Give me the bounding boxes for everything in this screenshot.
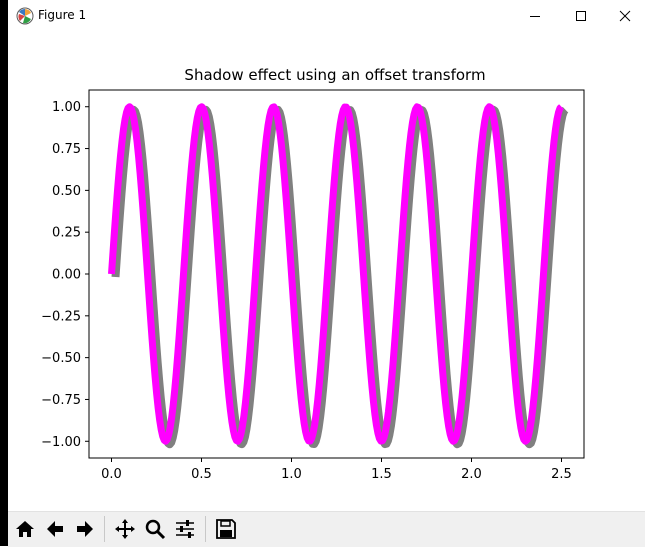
sine-line bbox=[108, 103, 564, 445]
arrow-left-icon bbox=[47, 521, 63, 537]
x-tick-label: 1.5 bbox=[371, 467, 392, 482]
magnifier-icon bbox=[145, 519, 166, 540]
pan-button[interactable] bbox=[112, 516, 138, 542]
arrow-right-icon bbox=[77, 521, 93, 537]
window-title: Figure 1 bbox=[38, 8, 87, 22]
y-tick-label: 0.00 bbox=[52, 268, 81, 283]
title-bar[interactable]: Figure 1 bbox=[8, 0, 645, 31]
y-tick-label: −1.00 bbox=[41, 435, 81, 450]
minimize-icon bbox=[530, 15, 540, 17]
home-button[interactable] bbox=[12, 516, 38, 542]
y-tick-label: −0.75 bbox=[41, 393, 81, 408]
floppy-disk-icon bbox=[216, 519, 236, 539]
sliders-icon bbox=[176, 520, 194, 538]
move-icon bbox=[115, 519, 135, 539]
forward-button[interactable] bbox=[72, 516, 98, 542]
maximize-button[interactable] bbox=[558, 0, 604, 31]
y-tick-label: −0.25 bbox=[41, 309, 81, 324]
y-tick-label: 1.00 bbox=[52, 100, 81, 115]
x-axis: 0.0 0.5 1.0 1.5 2.0 2.5 bbox=[101, 458, 572, 482]
zoom-button[interactable] bbox=[142, 516, 168, 542]
home-icon bbox=[16, 521, 34, 537]
save-button[interactable] bbox=[213, 516, 239, 542]
y-tick-label: 0.25 bbox=[52, 226, 81, 241]
configure-subplots-button[interactable] bbox=[172, 516, 198, 542]
navigation-toolbar bbox=[8, 511, 645, 547]
matplotlib-logo-icon bbox=[16, 7, 34, 25]
x-tick-label: 0.5 bbox=[191, 467, 212, 482]
x-tick-label: 1.0 bbox=[281, 467, 302, 482]
minimize-button[interactable] bbox=[512, 0, 558, 31]
y-tick-label: 0.75 bbox=[52, 142, 81, 157]
chart-title: Shadow effect using an offset transform bbox=[184, 66, 485, 84]
figure-canvas[interactable]: Shadow effect using an offset transform … bbox=[8, 31, 645, 511]
x-tick-label: 0.0 bbox=[101, 467, 122, 482]
y-tick-label: 0.50 bbox=[52, 184, 81, 199]
x-tick-label: 2.0 bbox=[461, 467, 482, 482]
series-layer bbox=[108, 103, 569, 449]
toolbar-separator bbox=[205, 516, 206, 542]
maximize-icon bbox=[576, 10, 586, 21]
y-axis: 1.00 0.75 0.50 0.25 0.00 −0.25 −0.50 −0.75 −1.00 bbox=[41, 100, 89, 450]
toolbar-separator bbox=[104, 516, 105, 542]
y-tick-label: −0.50 bbox=[41, 351, 81, 366]
close-button[interactable] bbox=[604, 0, 645, 31]
window-left-border bbox=[0, 0, 8, 546]
x-tick-label: 2.5 bbox=[551, 467, 572, 482]
plot-area[interactable]: Shadow effect using an offset transform … bbox=[8, 31, 645, 511]
back-button[interactable] bbox=[42, 516, 68, 542]
close-icon bbox=[619, 10, 630, 21]
